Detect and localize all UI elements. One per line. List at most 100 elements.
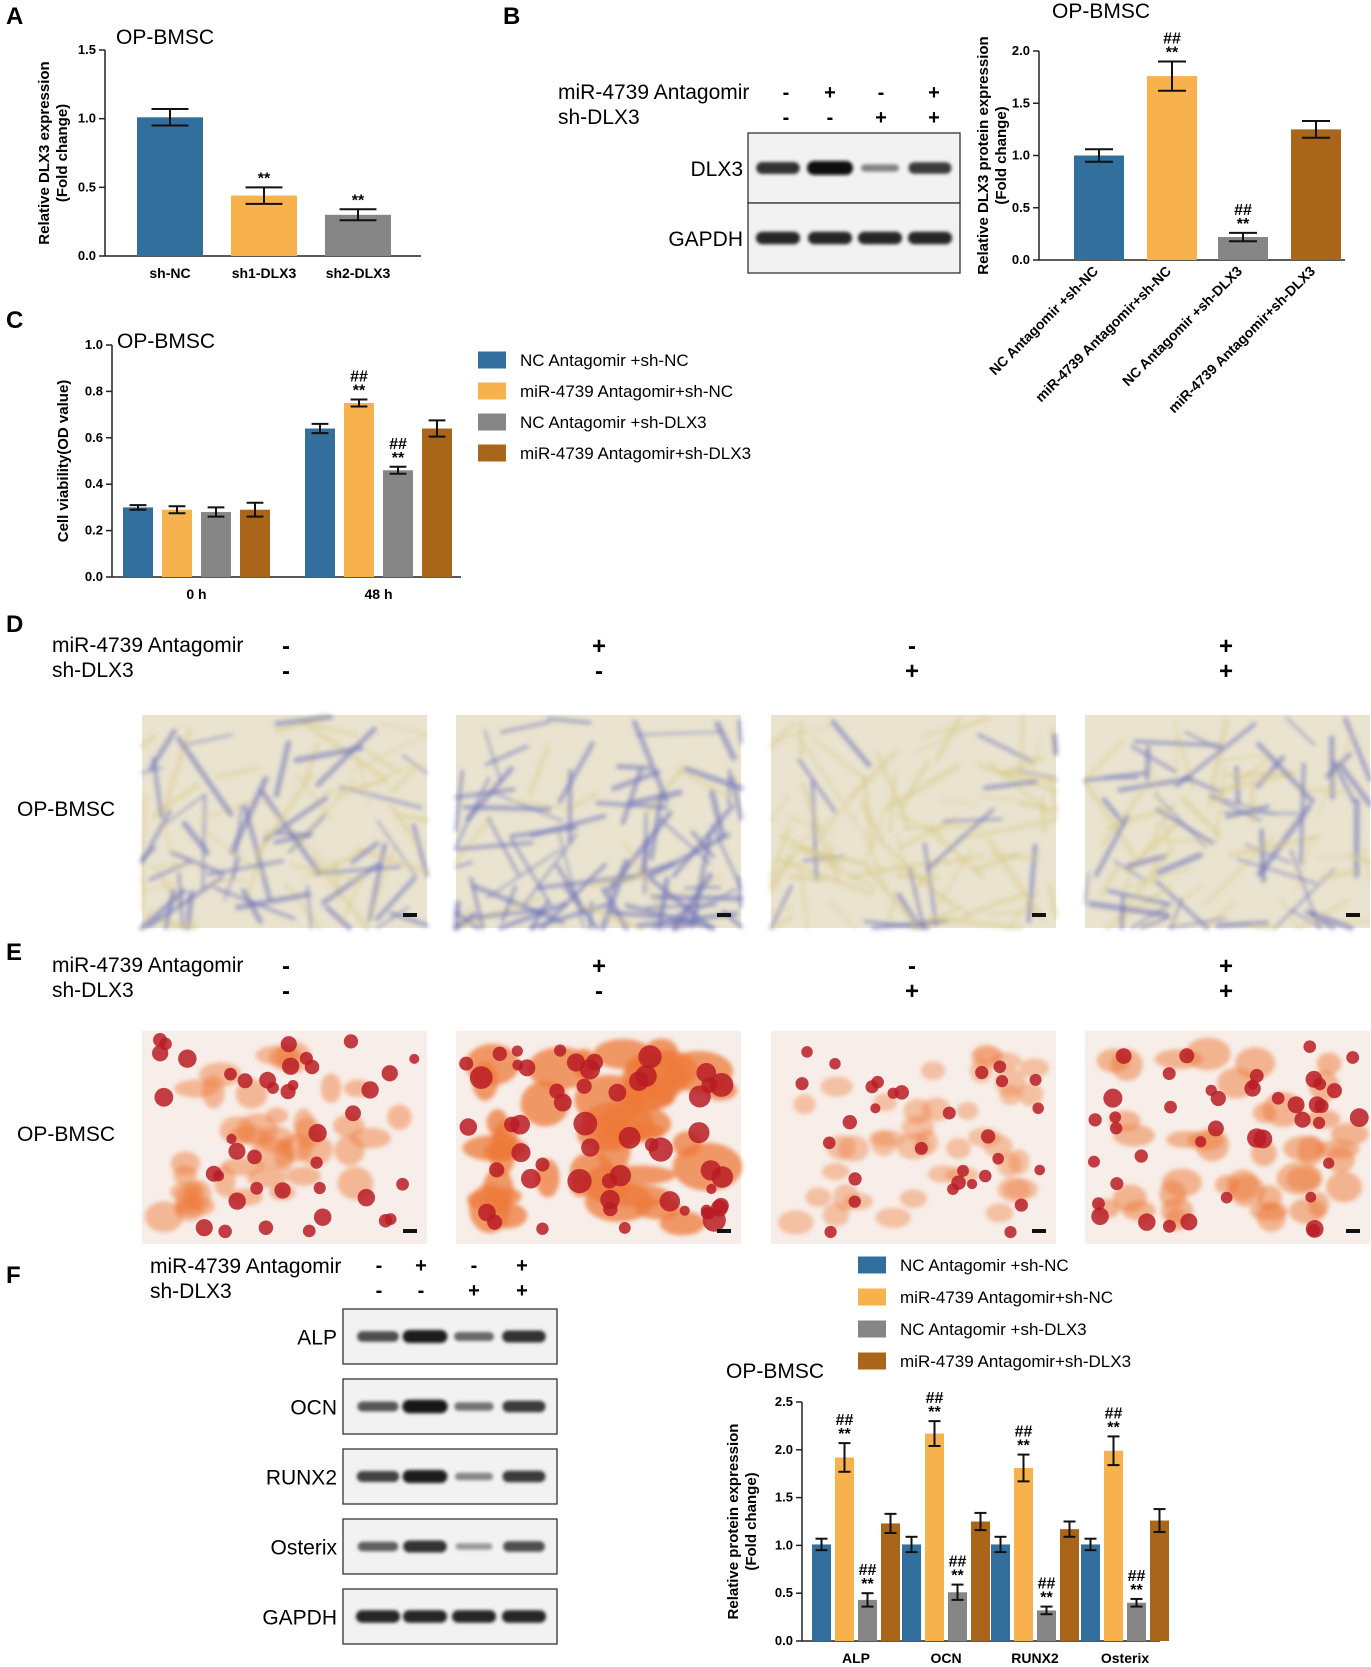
significance-label: ** xyxy=(1166,44,1179,61)
blot-b-row2-label: sh-DLX3 xyxy=(558,106,640,129)
matrix-patch xyxy=(971,1044,1002,1069)
mineral-nodule xyxy=(1313,1116,1326,1130)
blot-band xyxy=(454,1402,494,1411)
blot-band xyxy=(807,231,853,245)
bar xyxy=(1104,1450,1123,1641)
cell-strand xyxy=(1206,754,1274,808)
matrix-patch xyxy=(946,1137,972,1159)
matrix-patch xyxy=(1159,1180,1187,1209)
cell-strand xyxy=(915,714,989,755)
mineral-nodule xyxy=(1346,1051,1360,1064)
mineral-nodules xyxy=(459,1044,734,1235)
cell-strand xyxy=(1018,801,1059,813)
cell-strand xyxy=(797,846,890,871)
cell-strand xyxy=(1126,853,1168,869)
mineral-nodule xyxy=(489,1162,505,1178)
mineral-nodule xyxy=(979,1169,992,1183)
bar xyxy=(971,1521,990,1641)
mineral-nodule xyxy=(975,1065,989,1080)
significance-label: ## xyxy=(836,1412,854,1429)
mineral-nodule xyxy=(282,1057,300,1075)
cell-strand xyxy=(1168,917,1227,930)
legend-label: NC Antagomir +sh-NC xyxy=(520,351,689,370)
mineral-nodule xyxy=(280,1083,296,1100)
cell-strand xyxy=(388,802,420,848)
mineral-nodule xyxy=(361,1081,379,1099)
bar xyxy=(1218,237,1268,260)
cell-strand xyxy=(624,903,716,931)
mineral-nodule xyxy=(345,1105,361,1122)
cell-strand xyxy=(394,812,430,823)
cell-strand xyxy=(181,820,210,855)
mineral-nodule xyxy=(396,1177,409,1191)
cell-strand xyxy=(509,837,553,907)
mineral-nodule xyxy=(887,1087,899,1099)
cell-strand xyxy=(1343,716,1371,782)
blot-band xyxy=(503,1541,545,1552)
matrix-patch xyxy=(320,1073,342,1104)
cell-strand xyxy=(579,903,645,931)
cell-strand xyxy=(1174,722,1257,788)
matrix-patch xyxy=(483,1141,517,1162)
y-axis-label: (Fold change) xyxy=(993,106,1010,204)
cell-strand xyxy=(1259,828,1266,884)
cell-strand xyxy=(769,884,793,930)
x-category-label: 0 h xyxy=(186,586,206,602)
y-tick-label: 1.0 xyxy=(1012,148,1030,163)
legend-swatch xyxy=(858,1352,886,1370)
legend-label: miR-4739 Antagomir+sh-DLX3 xyxy=(520,444,751,463)
matrix-patch xyxy=(1195,1128,1230,1162)
significance-label: ** xyxy=(928,1404,941,1421)
cell-strand xyxy=(1006,889,1040,930)
treatment-sign: - xyxy=(376,1280,383,1302)
legend-f: NC Antagomir +sh-NC miR-4739 Antagomir+sh… xyxy=(858,1256,1131,1371)
mineral-nodule xyxy=(1103,1088,1123,1108)
cell-strand xyxy=(1155,852,1204,876)
ars-stain-image xyxy=(142,1031,427,1244)
chart-f: 0.0 0.5 1.0 1.5 2.0 2.5 OP-BMSC Relative protei… xyxy=(725,1360,1169,1666)
mineral-nodule xyxy=(308,1123,327,1143)
stain-d-row2-label: sh-DLX3 xyxy=(52,659,134,682)
mineral-nodule xyxy=(1287,1096,1305,1114)
treatment-sign: - xyxy=(595,978,603,1005)
cell-strand xyxy=(671,872,714,931)
cell-strand xyxy=(1249,782,1256,823)
cell-strand xyxy=(830,719,872,768)
blot-band xyxy=(357,1401,399,1412)
cell-strand xyxy=(232,804,243,880)
matrix-patch xyxy=(258,1126,295,1154)
legend-label: miR-4739 Antagomir+sh-NC xyxy=(900,1288,1113,1307)
blot-band-label: DLX3 xyxy=(690,158,743,181)
cell-strand xyxy=(283,882,322,930)
chart-b: 0.0 0.5 1.0 1.5 2.0 OP-BMSC Relative DLX3 prot… xyxy=(975,0,1345,416)
cell-strand xyxy=(1213,764,1227,845)
x-category-label: RUNX2 xyxy=(1011,1650,1059,1666)
cell-strand xyxy=(1228,834,1322,858)
blot-band-label: GAPDH xyxy=(262,1607,337,1630)
mineral-nodule xyxy=(1034,1164,1045,1176)
cell-strand xyxy=(315,726,377,788)
y-tick-label: 1.0 xyxy=(85,337,103,352)
blot-f-row1-label: miR-4739 Antagomir xyxy=(150,1255,341,1278)
cell-strand xyxy=(498,901,568,931)
cell-strand xyxy=(140,794,147,885)
y-tick-label: 0.5 xyxy=(775,1585,793,1600)
cell-strand xyxy=(293,745,364,764)
legend-swatch xyxy=(478,382,506,400)
cell-strand xyxy=(768,853,794,889)
treatment-sign: - xyxy=(282,978,290,1005)
legend-swatch xyxy=(858,1256,886,1274)
mineral-nodule xyxy=(957,1164,969,1177)
y-axis-label: Relative DLX3 protein expression xyxy=(975,36,992,274)
cell-strand xyxy=(828,900,857,930)
cell-strand xyxy=(186,733,234,746)
cell-strand xyxy=(858,800,885,842)
x-category-label: Osterix xyxy=(1101,1650,1149,1666)
treatment-sign: - xyxy=(908,953,916,980)
mineral-nodule xyxy=(535,1157,550,1172)
chart-title: OP-BMSC xyxy=(116,26,214,49)
cell-strand xyxy=(499,720,551,734)
mineral-nodule xyxy=(228,1142,246,1160)
cell-strand xyxy=(848,749,899,800)
blot-band xyxy=(907,231,953,245)
